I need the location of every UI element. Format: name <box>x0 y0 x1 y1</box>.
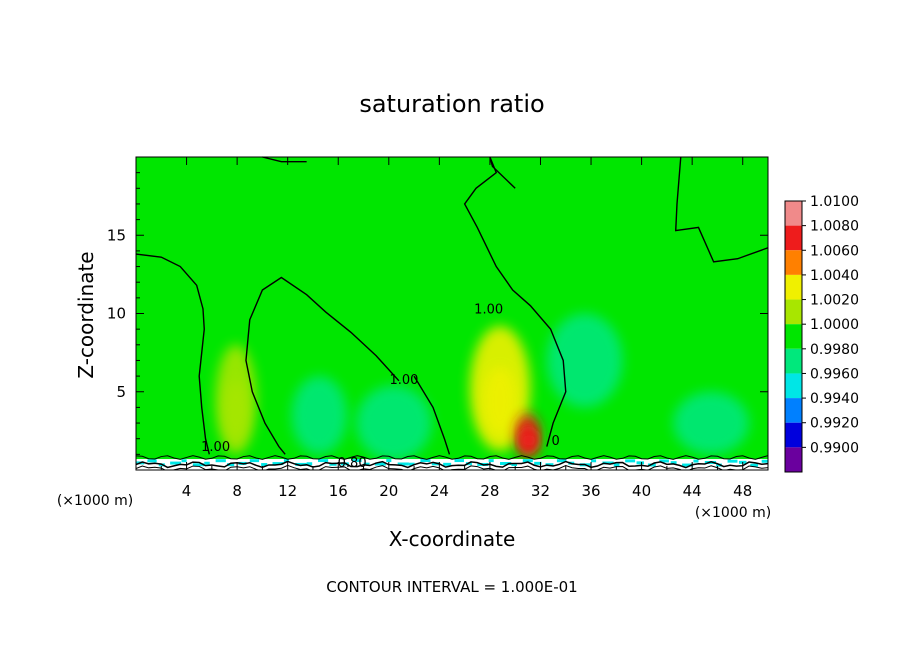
colorbar: 1.0100 1.0080 1.0060 1.0040 1.0020 1.0000 0.99… <box>784 194 859 473</box>
colorbar-swatch-1 <box>785 225 802 251</box>
x-tick-label-8: 8 <box>232 482 242 500</box>
contour-line-6 <box>262 156 307 163</box>
contour-lines <box>135 156 769 455</box>
colorbar-swatch-3 <box>785 274 802 300</box>
y-tick-label-15: 15 <box>107 226 126 244</box>
contour-line-0 <box>135 253 210 455</box>
colorbar-swatch-8 <box>785 398 802 423</box>
x-tick-label-44: 44 <box>683 482 702 500</box>
x-tick-label-40: 40 <box>632 482 651 500</box>
field-core-0 <box>224 380 247 441</box>
contour-label-3: 0.80 <box>338 456 367 471</box>
colorbar-swatch-10 <box>785 447 802 472</box>
colorbar-swatch-5 <box>785 324 802 349</box>
contour-line-3 <box>463 156 567 447</box>
colorbar-label-7: 0.9960 <box>810 366 859 382</box>
colorbar-swatch-9 <box>785 422 802 448</box>
colorbar-swatch-6 <box>785 348 802 374</box>
x-tick-label-12: 12 <box>278 482 297 500</box>
x-tick-label-20: 20 <box>379 482 398 500</box>
colorbar-label-10: 0.9900 <box>810 440 859 456</box>
colorbar-label-8: 0.9940 <box>810 391 859 407</box>
x-tick-label-16: 16 <box>329 482 348 500</box>
colorbar-label-2: 1.0060 <box>810 243 859 259</box>
colorbar-label-1: 1.0080 <box>810 219 859 235</box>
field-core-1 <box>483 366 517 436</box>
field-blob-4 <box>291 376 348 455</box>
y-tick-label-5: 5 <box>116 383 126 401</box>
x-axis: 4 8 12 16 20 24 28 32 36 40 44 48 <box>160 157 752 500</box>
x-axis-label: X-coordinate <box>389 527 516 551</box>
colorbar-label-6: 0.9980 <box>810 342 859 358</box>
y-axis: 5 10 15 <box>107 172 768 455</box>
field-peak <box>522 430 537 451</box>
contour-line-5 <box>674 156 769 263</box>
contour-line-4 <box>413 375 451 455</box>
x-tick-label-28: 28 <box>480 482 499 500</box>
colorbar-swatch-0 <box>785 201 802 226</box>
y-tick-label-10: 10 <box>107 305 126 323</box>
contour-labels: 1.00 1.00 1.00 0.80 0 <box>201 303 560 471</box>
colorbar-frame <box>784 200 803 473</box>
colorbar-label-0: 1.0100 <box>810 194 859 210</box>
x-tick-label-32: 32 <box>531 482 550 500</box>
x-unit-right: (×1000 m) <box>695 505 771 521</box>
contour-label-4: 0 <box>552 434 560 449</box>
colorbar-label-3: 1.0040 <box>810 268 859 284</box>
contour-label-0: 1.00 <box>474 303 503 318</box>
field-blob-6 <box>673 391 750 455</box>
colorbar-swatch-4 <box>785 299 802 325</box>
colorbar-swatch-7 <box>785 373 802 399</box>
contour-label-2: 1.00 <box>201 440 230 455</box>
contour-line-1 <box>245 276 400 455</box>
x-tick-label-48: 48 <box>733 482 752 500</box>
colorbar-label-4: 1.0020 <box>810 293 859 309</box>
colorbar-label-9: 0.9920 <box>810 416 859 432</box>
x-tick-label-36: 36 <box>581 482 600 500</box>
colorbar-label-5: 1.0000 <box>810 317 859 333</box>
contour-label-1: 1.00 <box>389 373 418 388</box>
x-unit-left: (×1000 m) <box>57 493 133 509</box>
x-tick-label-24: 24 <box>430 482 449 500</box>
x-tick-label-4: 4 <box>182 482 192 500</box>
chart-title: saturation ratio <box>359 90 544 118</box>
y-axis-label: Z-coordinate <box>74 251 98 378</box>
plot-area <box>136 157 768 470</box>
colorbar-swatch-2 <box>785 250 802 275</box>
field-blob-3 <box>355 385 432 461</box>
field-blob-5 <box>546 313 623 408</box>
contour-interval-note: CONTOUR INTERVAL = 1.000E-01 <box>326 578 577 596</box>
